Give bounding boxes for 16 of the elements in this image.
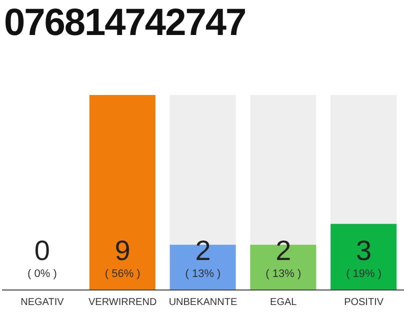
annotation: 3 xyxy=(356,235,372,266)
chart-title: 076814742747 xyxy=(4,2,246,45)
x-tick-label: EGAL xyxy=(270,297,298,308)
annotation: 2 xyxy=(276,235,292,266)
data-label: ( 0% ) xyxy=(28,268,57,280)
data-label: ( 13% ) xyxy=(185,268,221,280)
x-tick-label: VERWIRREND xyxy=(88,297,157,308)
x-tick-label: NEGATIV xyxy=(20,297,64,308)
data-label: ( 56% ) xyxy=(104,268,140,280)
annotation: 0 xyxy=(34,235,50,266)
x-tick-label: UNBEKANNTE xyxy=(168,297,238,308)
x-tick-label: POSITIV xyxy=(344,297,384,308)
annotation: 9 xyxy=(114,235,130,266)
annotation: 2 xyxy=(195,235,211,266)
data-label: ( 13% ) xyxy=(266,268,302,280)
data-label: ( 19% ) xyxy=(346,268,382,280)
